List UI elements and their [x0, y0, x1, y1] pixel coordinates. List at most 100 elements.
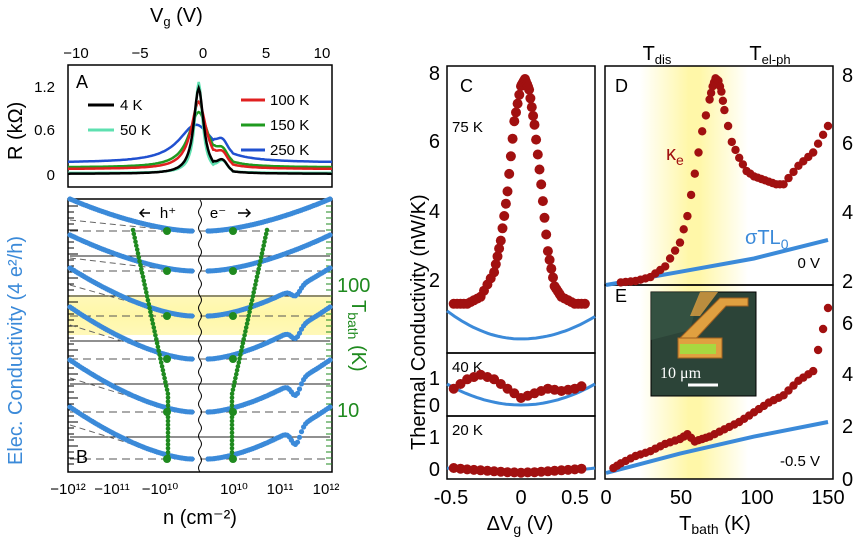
tbath-point — [131, 231, 137, 237]
kappa-point-75k — [514, 89, 525, 100]
tbath-marker — [229, 455, 237, 463]
y-tick: 0.6 — [34, 122, 55, 139]
legend-250k: 250 K — [270, 142, 309, 159]
top-tick: 5 — [262, 45, 270, 62]
kappa-point-75k — [579, 298, 590, 309]
tbath-point — [254, 274, 260, 280]
x-tick: −10¹⁰ — [142, 481, 178, 498]
kappa-point-75k — [509, 116, 520, 127]
kappa-point-d — [789, 167, 798, 177]
tbath-point — [237, 356, 242, 361]
device-micrograph: 10 μm — [650, 291, 757, 397]
tbath-point — [253, 278, 259, 284]
top-tick: −10 — [63, 45, 88, 62]
tbath-point — [159, 364, 165, 369]
y-tick: 8 — [429, 63, 440, 85]
tbath-point — [165, 430, 171, 436]
kappa-point-d — [813, 139, 823, 148]
tbath-point — [137, 258, 142, 264]
kappa-point-75k — [511, 107, 521, 118]
kappa-point-d — [784, 173, 793, 183]
kappa-point-75k — [489, 267, 500, 278]
resistance-curve-250k — [68, 123, 333, 164]
conductivity-point — [327, 196, 333, 202]
y-tick: 0 — [47, 167, 55, 184]
thermal-data-de — [605, 74, 833, 475]
panel-letter-d: D — [615, 76, 628, 96]
t-el-ph-label: Tel-ph — [749, 43, 790, 67]
kappa-point-75k — [542, 246, 553, 257]
kappa-point-75k — [544, 254, 555, 265]
top-axis-label: Vg (V) — [150, 5, 203, 29]
kappa-label: κe — [666, 143, 684, 168]
tbath-marker — [163, 408, 171, 416]
tbath-point — [253, 282, 258, 287]
right-tick-e: 2 — [842, 416, 853, 438]
tbath-point — [238, 352, 243, 358]
tbath-axis-label: Tbath (K) — [345, 300, 369, 372]
conductivity-point — [327, 357, 333, 363]
axes-frame-a — [67, 64, 333, 188]
kappa-point-75k — [534, 164, 545, 175]
conductivity-point — [67, 404, 73, 410]
kappa-point-d — [735, 153, 744, 162]
tbath-point — [165, 418, 171, 424]
conductivity-point — [296, 386, 303, 392]
conductivity-point — [327, 232, 333, 238]
kappa-point-75k — [529, 119, 540, 130]
tbath-point — [229, 442, 235, 447]
x-tick: 10¹² — [313, 481, 340, 498]
kappa-point-75k — [499, 211, 510, 221]
tbath-point — [234, 371, 239, 377]
tbath-point — [229, 399, 235, 404]
x-tick: 150 — [811, 487, 844, 509]
tbath-point — [138, 262, 143, 268]
kappa-point-d — [720, 105, 729, 115]
kappa-point-d — [661, 262, 670, 271]
tbath-point — [239, 344, 245, 350]
x-axis-label-b: n (cm⁻²) — [163, 507, 237, 529]
tbath-point — [236, 360, 242, 365]
tbath-point — [139, 270, 145, 276]
kappa-point-d — [723, 121, 733, 131]
tbath-point — [134, 247, 140, 252]
tbath-point — [165, 442, 171, 447]
kappa-point-75k — [526, 102, 537, 113]
tbath-point — [252, 286, 257, 291]
y-tick: 2 — [429, 270, 440, 292]
tbath-point — [233, 375, 238, 381]
tbath-marker — [229, 227, 237, 235]
tbath-point — [229, 434, 235, 439]
kappa-point-d — [675, 238, 685, 247]
conductivity-point — [67, 357, 73, 363]
kappa-point-75k — [539, 212, 550, 223]
tbath-marker — [163, 455, 171, 463]
tbath-point — [145, 297, 151, 303]
tbath-point — [165, 449, 171, 455]
kappa-point-d — [809, 148, 818, 157]
tbath-point — [146, 301, 152, 307]
tbath-point — [150, 321, 156, 326]
kappa-point-75k — [537, 196, 548, 207]
legend-100k: 100 K — [270, 92, 309, 109]
tbath-point — [163, 379, 168, 385]
tbath-point — [142, 282, 147, 287]
kappa-point-d — [683, 211, 692, 221]
kappa-point-e — [809, 366, 818, 376]
temp-75k: 75 K — [452, 119, 483, 136]
tbath-point — [147, 305, 152, 311]
x-tick: 100 — [740, 487, 773, 509]
tbath-point — [154, 340, 160, 346]
tbath-point — [152, 329, 157, 334]
kappa-point-d — [670, 246, 680, 255]
tbath-point — [149, 317, 155, 323]
top-tick: 0 — [199, 45, 207, 62]
kappa-point-75k — [492, 251, 503, 262]
tbath-point — [153, 333, 158, 338]
right-tick-e: 0 — [842, 469, 853, 491]
graphene-flake — [680, 344, 716, 354]
kappa-point-d — [718, 96, 728, 106]
top-tick: −5 — [131, 45, 148, 62]
kappa-point-d — [698, 127, 707, 136]
tbath-marker — [163, 312, 171, 320]
